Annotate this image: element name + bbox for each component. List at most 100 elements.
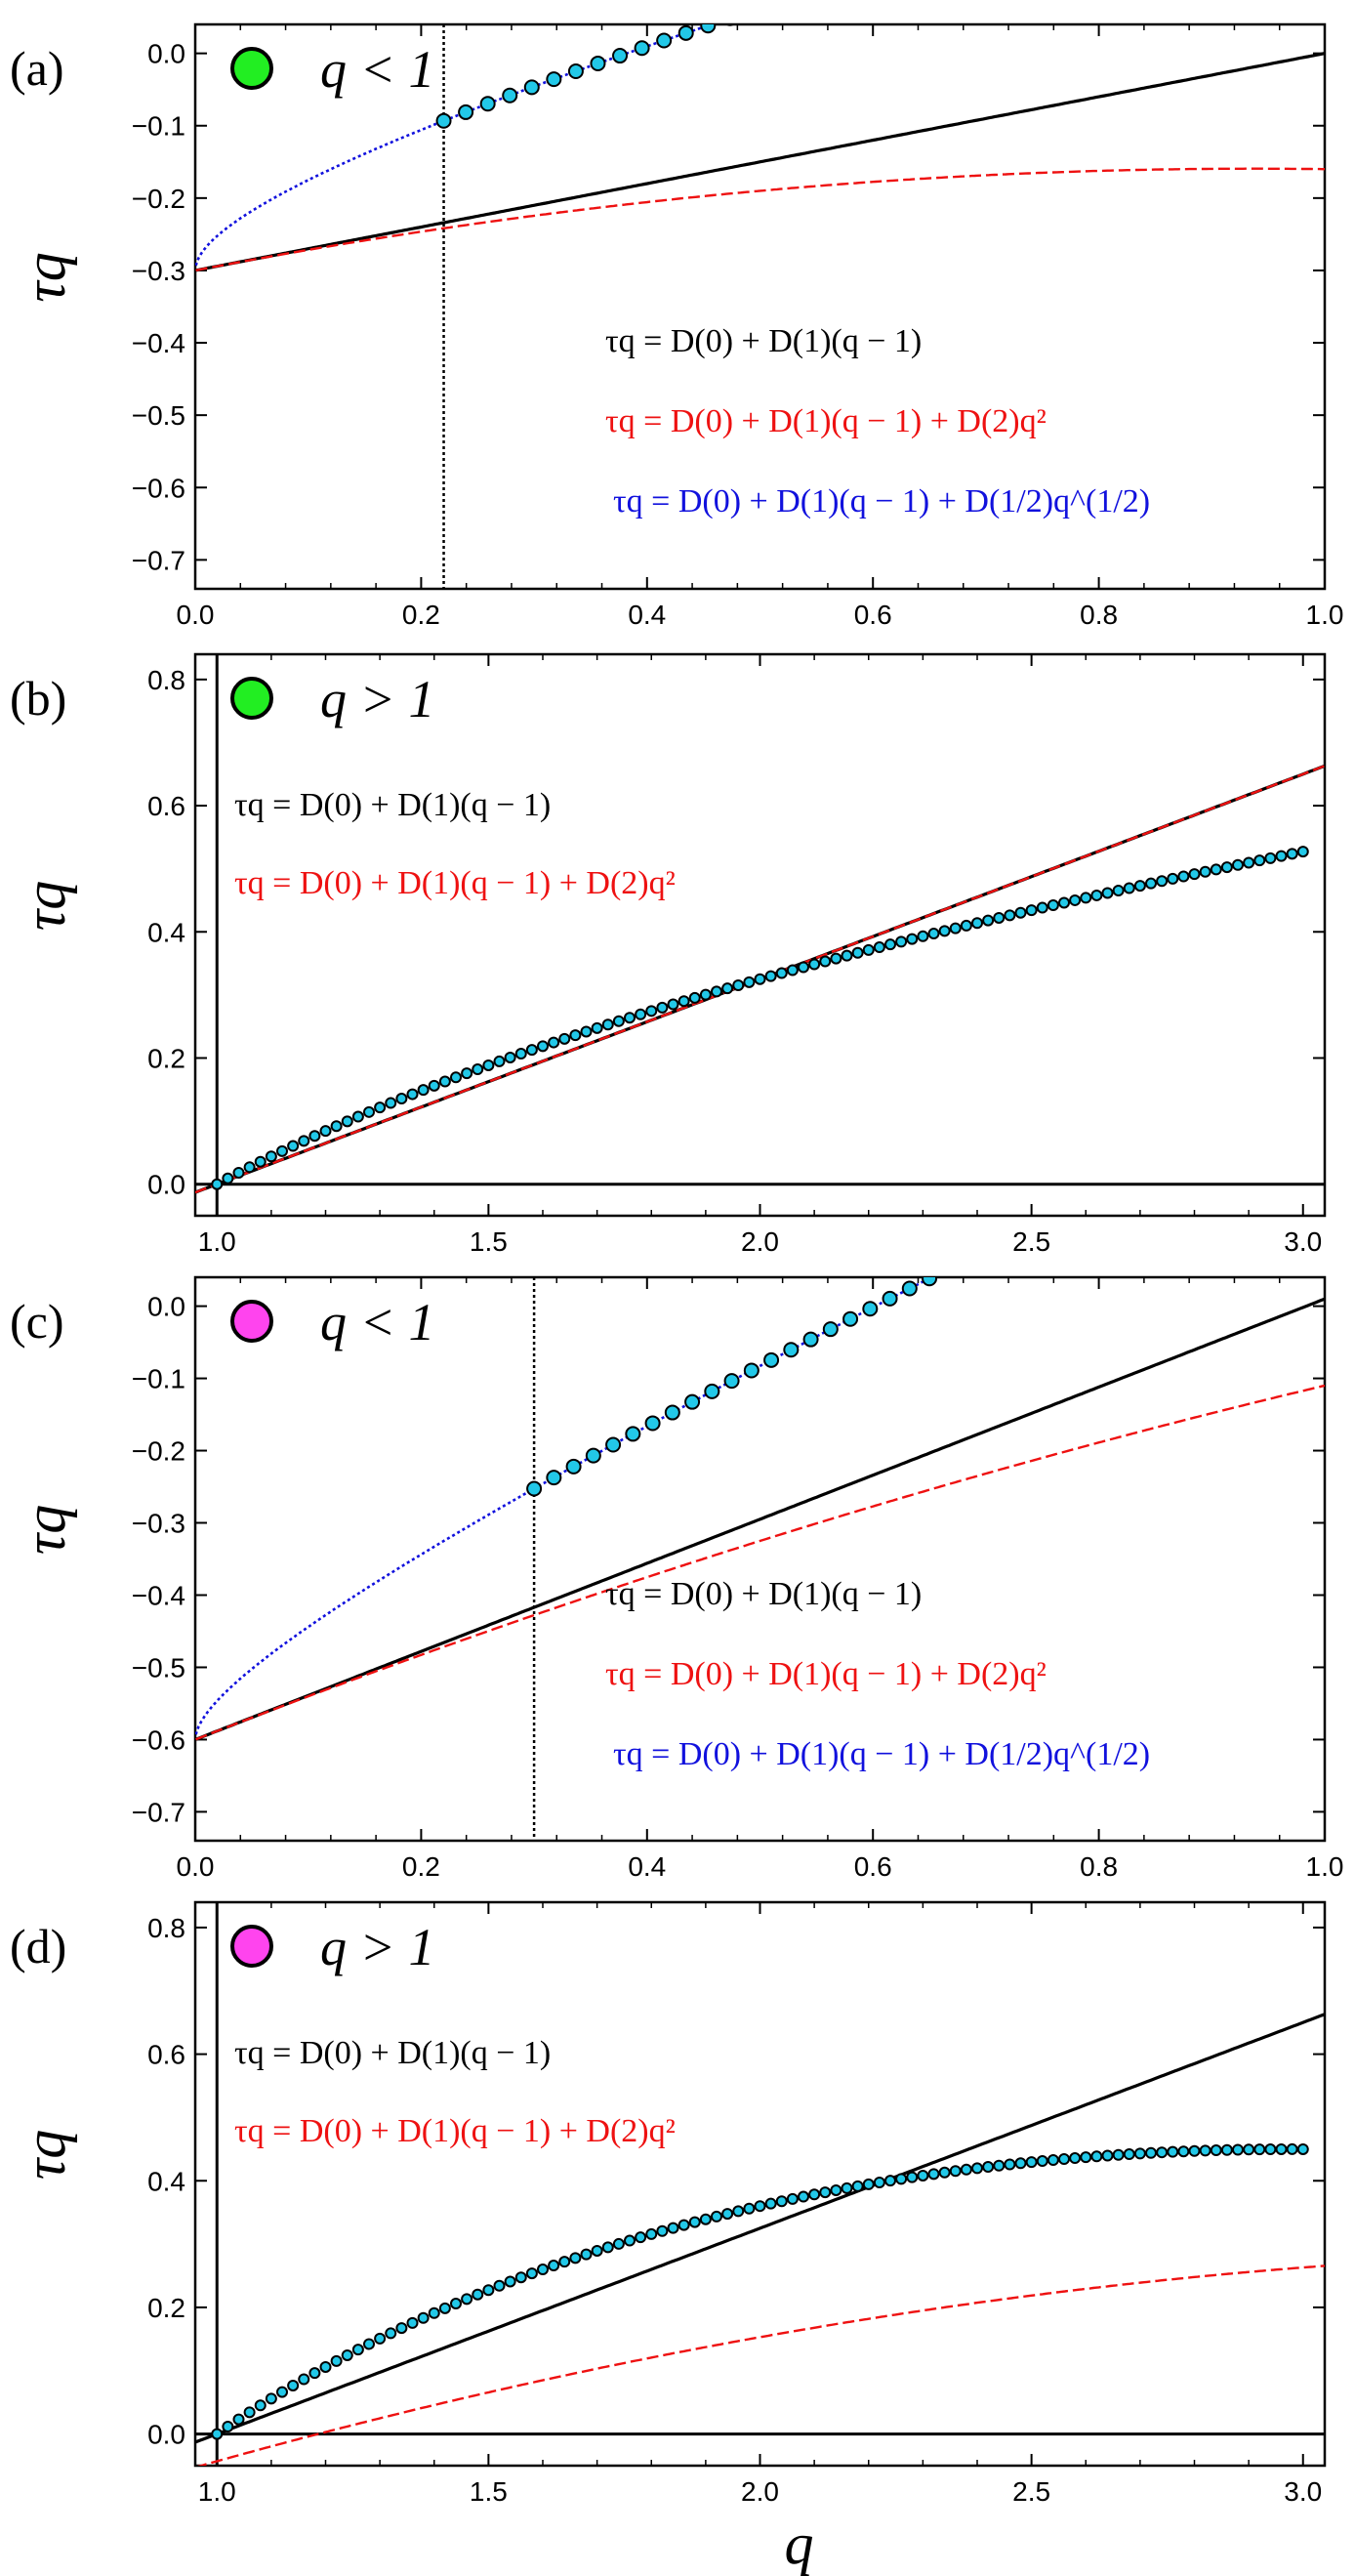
data-point [798, 961, 809, 974]
y-tick-label: 0.4 [147, 2166, 185, 2196]
y-tick-label: −0.2 [132, 184, 185, 214]
data-point [461, 1067, 473, 1080]
x-tick-label: 0.6 [854, 600, 892, 630]
data-point [1243, 2143, 1255, 2156]
data-point [537, 2264, 549, 2276]
data-point [472, 1063, 484, 1076]
data-point [1145, 877, 1157, 890]
formula-3: τq = D(0) + D(1)(q − 1) + D(1/2)q^(1/2) [613, 1736, 1150, 1772]
data-point [438, 2302, 451, 2314]
fit-curve-linear [195, 52, 1325, 272]
data-point [993, 2159, 1006, 2172]
y-axis-title: τq [13, 252, 77, 302]
data-point [605, 1436, 622, 1453]
data-point [960, 919, 972, 932]
data-point [341, 1115, 353, 1128]
data-point [678, 24, 694, 41]
data-point [458, 104, 474, 120]
data-point [330, 2354, 343, 2367]
y-tick-label: 0.4 [147, 917, 185, 947]
data-point [565, 1458, 582, 1475]
data-point [1286, 848, 1298, 860]
data-point [435, 112, 452, 129]
data-point [644, 1415, 661, 1432]
data-point [1140, 1163, 1154, 1177]
x-tick-label: 0.2 [402, 1851, 440, 1882]
legend-marker [230, 1300, 273, 1343]
data-point [385, 1097, 397, 1109]
y-tick-label: −0.3 [132, 1509, 185, 1539]
data-point [721, 2208, 734, 2221]
data-point [624, 2234, 636, 2247]
y-tick-label: 0.8 [147, 665, 185, 695]
data-point [982, 1241, 996, 1255]
data-point [851, 946, 864, 959]
data-point [1156, 2146, 1169, 2159]
y-tick-label: −0.5 [132, 400, 185, 431]
data-point [1253, 854, 1266, 867]
data-point [1210, 863, 1222, 876]
data-point [700, 24, 717, 34]
legend-label: q > 1 [320, 1918, 434, 1976]
formula-1: τq = D(0) + D(1)(q − 1) [234, 2035, 551, 2071]
x-tick-label: 0.4 [628, 600, 666, 630]
data-point [625, 1426, 641, 1442]
data-point [211, 2428, 224, 2440]
y-tick-label: −0.3 [132, 256, 185, 286]
data-point [374, 1101, 387, 1114]
data-point [699, 2213, 712, 2225]
data-point [667, 2222, 679, 2234]
axes-frame [193, 1900, 1327, 2468]
data-point [808, 958, 821, 971]
data-point [982, 2161, 995, 2174]
data-point [363, 2338, 375, 2350]
data-point [1080, 2151, 1092, 2164]
data-point [1279, 1095, 1293, 1108]
data-point [635, 1008, 647, 1020]
data-point [374, 2332, 387, 2345]
data-point [764, 2197, 777, 2210]
data-point [341, 2348, 353, 2361]
data-point [1220, 2143, 1233, 2156]
data-point [711, 2210, 722, 2223]
data-point [1298, 1085, 1312, 1099]
y-tick-label: 0.6 [147, 791, 185, 821]
data-point [732, 2205, 745, 2218]
data-point [1167, 2145, 1179, 2158]
x-tick-label: 0.0 [177, 1851, 215, 1882]
x-tick-label: 2.5 [1012, 2476, 1050, 2507]
legend-label: q < 1 [320, 1293, 434, 1351]
data-point [601, 1018, 614, 1031]
data-point [901, 1280, 918, 1297]
data-point [802, 1331, 819, 1348]
data-point [667, 998, 679, 1011]
data-point [1123, 882, 1135, 894]
x-tick-label: 3.0 [1284, 2476, 1322, 2507]
data-point [862, 943, 875, 956]
x-tick-label: 0.4 [628, 1851, 666, 1882]
data-point [351, 1110, 364, 1123]
data-point [1177, 870, 1190, 883]
data-point [1058, 896, 1070, 909]
data-point [254, 1155, 267, 1168]
data-point [385, 2327, 397, 2340]
data-point [688, 991, 701, 1004]
data-point [884, 938, 896, 951]
formula-1: τq = D(0) + D(1)(q − 1) [234, 787, 551, 823]
data-point [1296, 846, 1309, 858]
panel-label: (a) [10, 41, 64, 96]
data-point [1123, 2148, 1135, 2161]
data-point [993, 911, 1006, 924]
data-point [830, 952, 842, 965]
x-tick-label: 3.0 [1284, 1226, 1322, 1257]
panel-c: 0.0 0.2 0.4 0.6 0.8 1.0 0.0 −0.1 −0.2 −0.3 −0.4 −0.… [10, 1085, 1343, 1882]
panel-label: (d) [10, 1919, 66, 1974]
data-point [363, 1105, 375, 1118]
panel-label: (b) [10, 671, 66, 726]
x-tick-label: 0.8 [1080, 600, 1118, 630]
data-point [1004, 2158, 1016, 2171]
data-point [1081, 1192, 1094, 1206]
data-point [612, 2237, 625, 2250]
data-point [1101, 887, 1114, 899]
data-point [882, 1290, 898, 1307]
